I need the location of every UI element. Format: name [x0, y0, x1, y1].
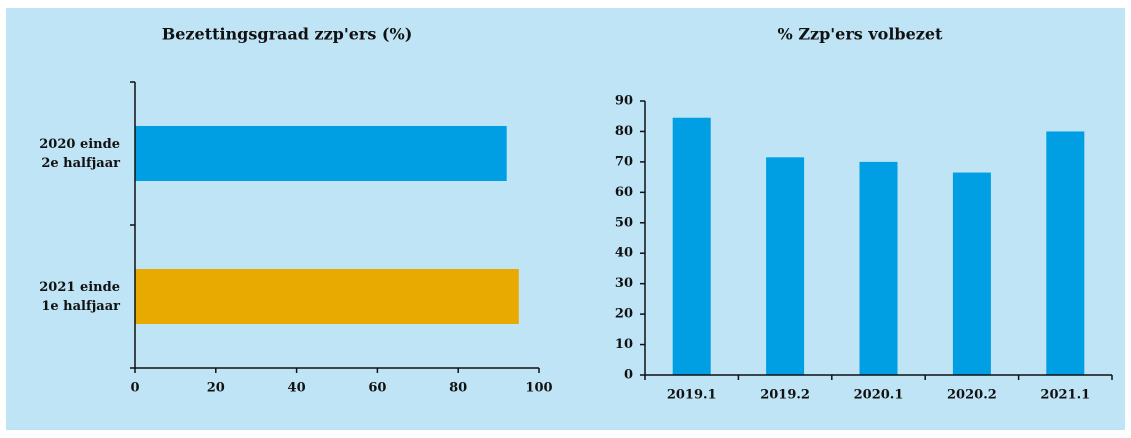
bar [766, 157, 805, 375]
x-tick-label: 2021.1 [1040, 388, 1090, 403]
y-tick-label: 60 [615, 185, 633, 200]
chart-title: % Zzp'ers volbezet [778, 25, 943, 44]
x-tick-label: 2020.1 [854, 388, 904, 403]
y-tick-label: 80 [615, 124, 633, 139]
y-tick-label: 30 [615, 276, 633, 291]
bar [672, 117, 711, 375]
y-tick-label: 10 [615, 337, 633, 352]
x-tick-label: 2020.2 [947, 388, 997, 403]
y-tick-label: 50 [615, 215, 633, 230]
chart-title: Bezettingsgraad zzp'ers (%) [162, 25, 413, 44]
y-tick-label: 20 [615, 307, 633, 322]
y-tick-label: 90 [615, 94, 633, 109]
bar [1046, 131, 1085, 375]
y-tick-label: 70 [615, 154, 633, 169]
bar [135, 269, 519, 324]
x-tick-label: 2019.1 [667, 388, 717, 403]
x-tick-label: 40 [288, 381, 306, 396]
y-tick-label: 0 [624, 368, 633, 383]
x-tick-label: 60 [368, 381, 386, 396]
y-tick-label: 2020 einde 2e halfjaar [39, 136, 120, 171]
x-tick-label: 20 [207, 381, 225, 396]
y-tick-label: 2021 einde 1e halfjaar [39, 279, 120, 314]
bar [952, 172, 991, 375]
y-tick-label: 40 [615, 246, 633, 261]
x-tick-label: 2019.2 [760, 388, 810, 403]
background [6, 8, 1125, 430]
x-tick-label: 0 [130, 381, 139, 396]
x-tick-label: 100 [525, 381, 552, 396]
x-tick-label: 80 [449, 381, 467, 396]
bar [135, 126, 507, 181]
bar [859, 161, 898, 375]
